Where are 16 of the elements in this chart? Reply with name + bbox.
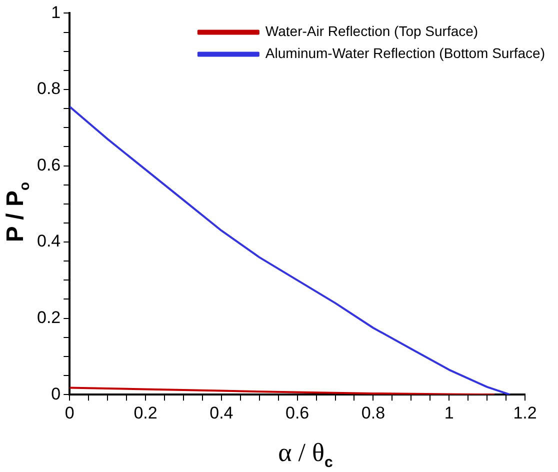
x-tick-label: 0 <box>64 403 74 422</box>
x-tick-label: 0.8 <box>361 403 386 422</box>
x-tick-label: 1.2 <box>513 403 537 422</box>
x-tick-label: 0.6 <box>285 403 310 422</box>
x-tick-label: 0.2 <box>134 403 158 422</box>
x-axis-title: α / θ$_{c}$ <box>277 438 334 472</box>
x-tick-label: 1 <box>444 403 454 422</box>
y-tick-label: 0.2 <box>36 308 61 328</box>
x-tick-label: 0.4 <box>210 403 234 422</box>
legend-label: Aluminum-Water Reflection (Bottom Surface) <box>265 45 546 62</box>
y-tick-label: 0.6 <box>36 155 61 174</box>
y-tick-label: 1 <box>51 2 61 22</box>
legend-label: Water-Air Reflection (Top Surface) <box>265 23 478 40</box>
y-tick-label: 0.8 <box>36 79 61 98</box>
y-tick-label: 0.4 <box>36 232 61 251</box>
y-tick-label: 0 <box>51 384 61 404</box>
